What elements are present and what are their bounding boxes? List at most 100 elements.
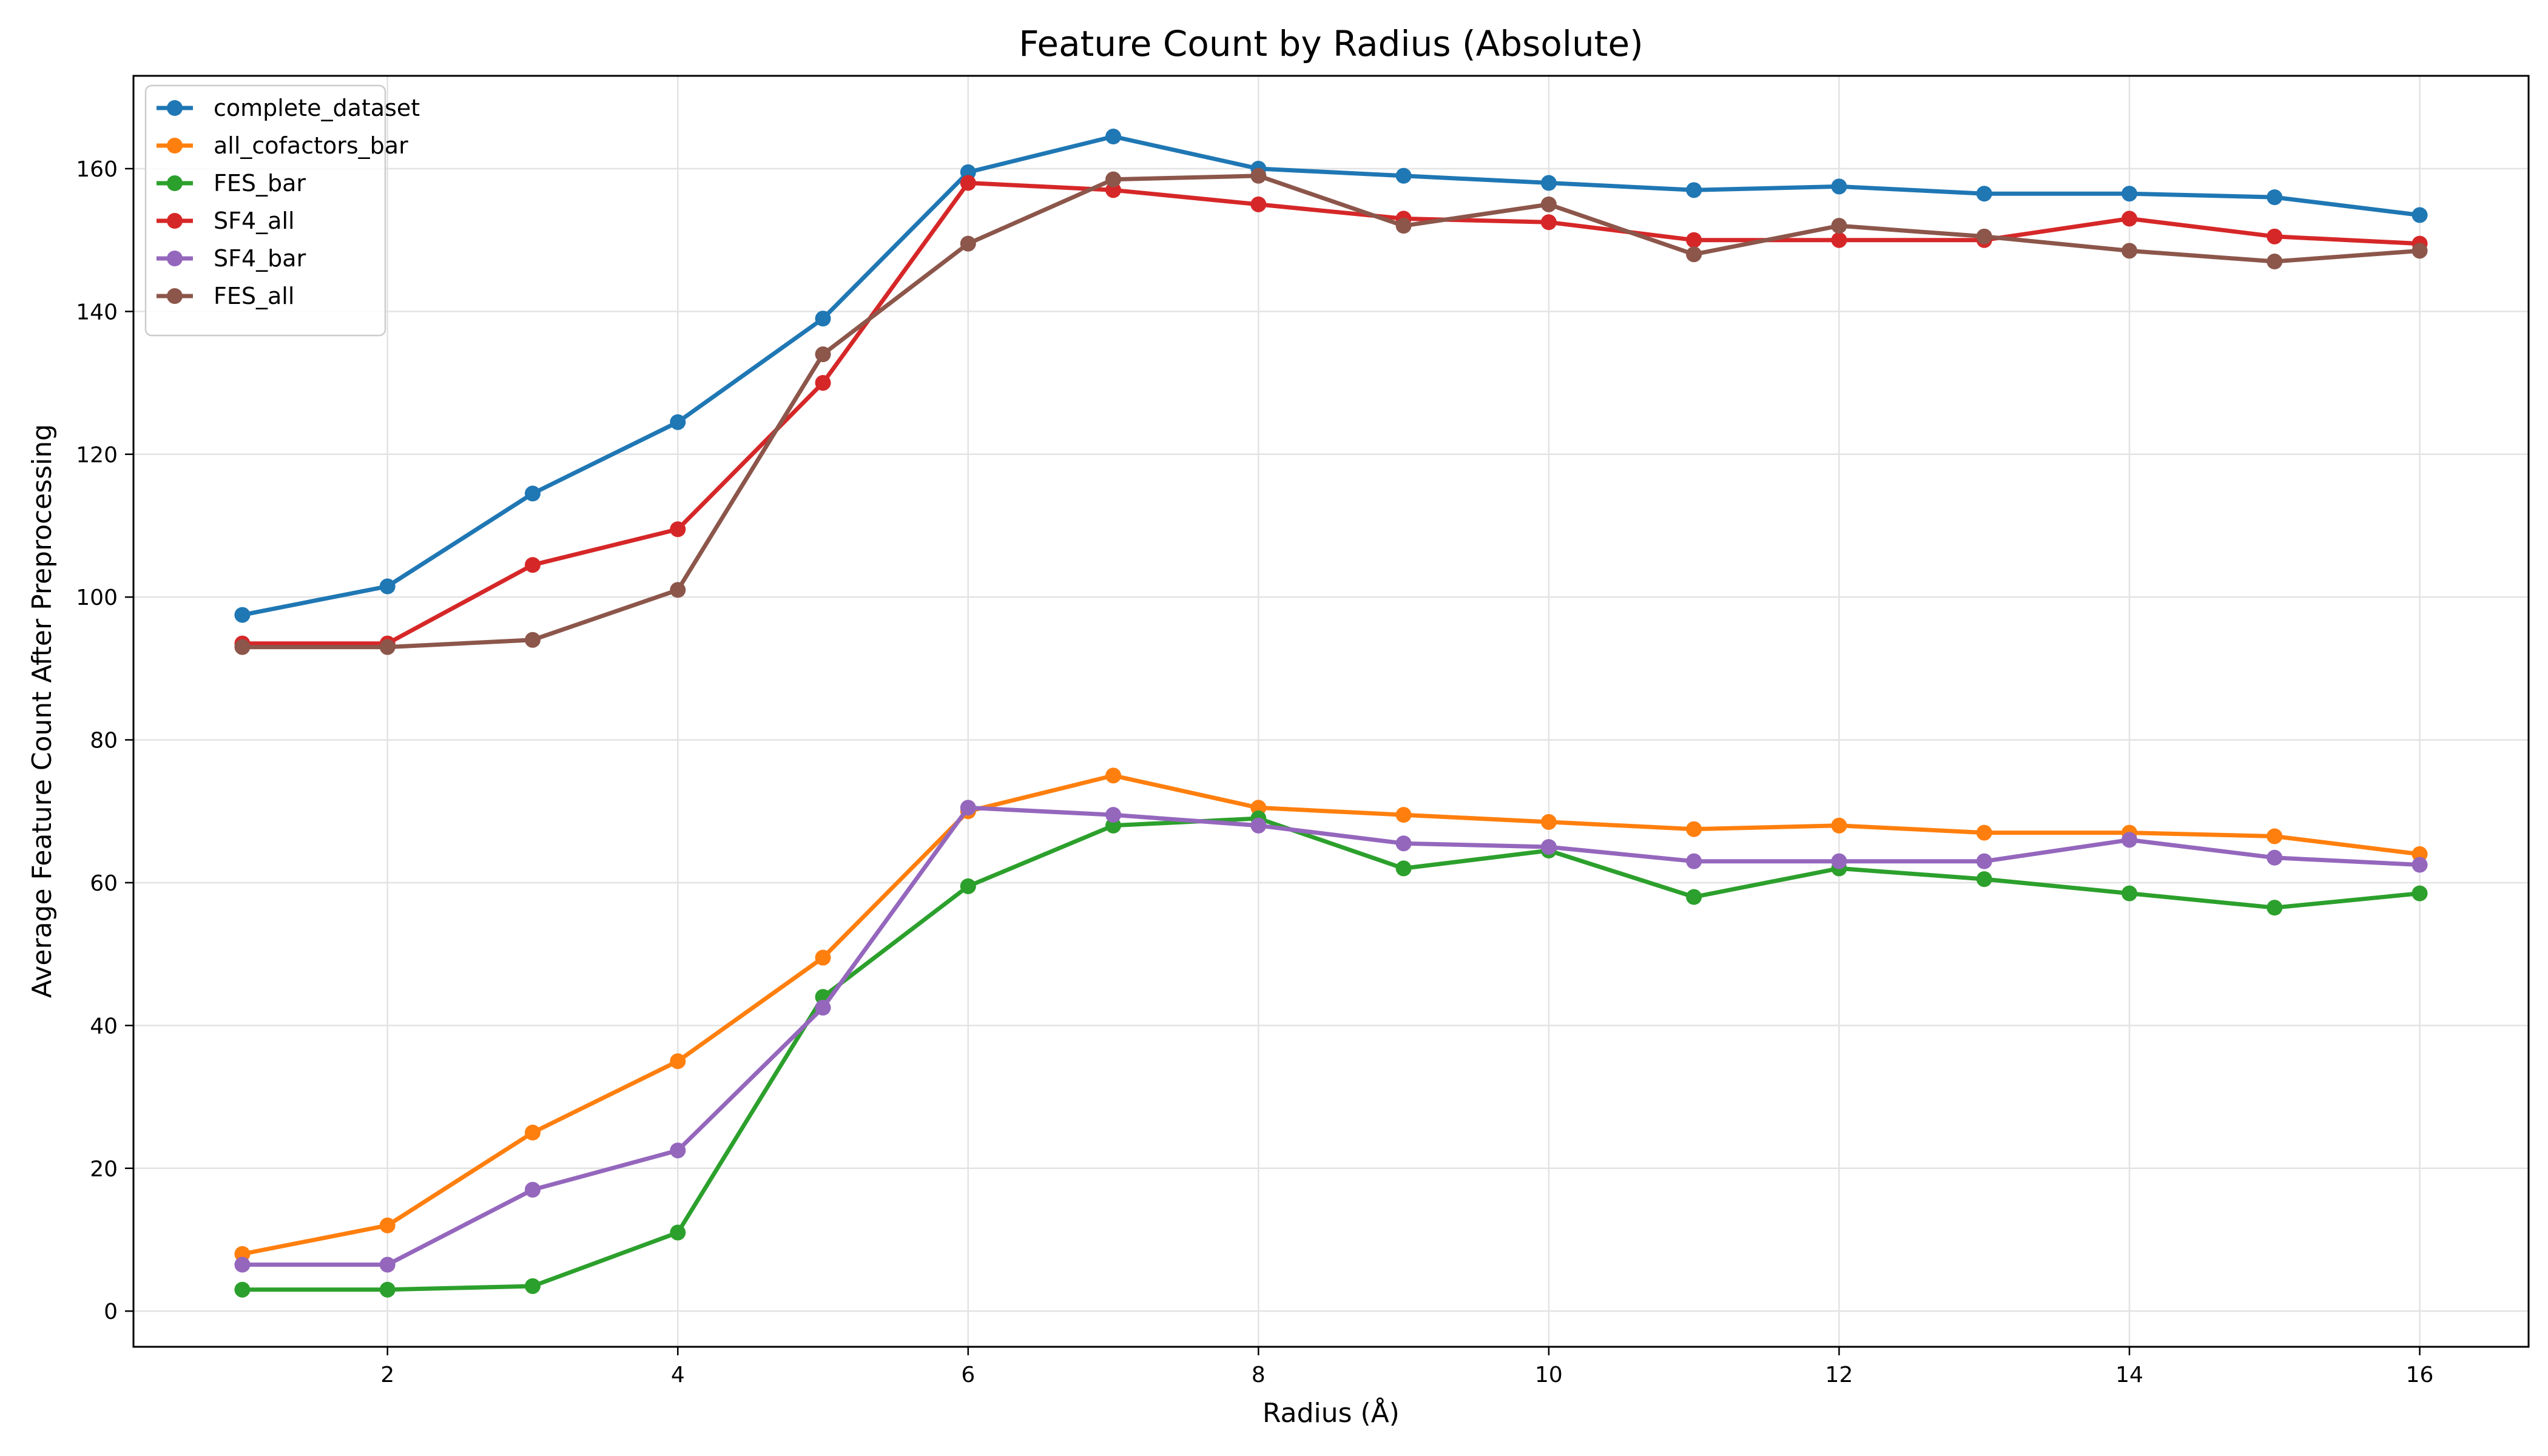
legend-item-FES_all[interactable]: FES_all (157, 283, 294, 309)
y-tick-label: 160 (76, 157, 118, 182)
series-FES_all (234, 167, 2428, 655)
data-point (379, 639, 396, 655)
series-line-all_cofactors_bar (240, 773, 2422, 1256)
y-axis-label: Average Feature Count After Preprocessin… (27, 424, 58, 998)
series-line-FES_bar (240, 816, 2422, 1292)
y-tick-label: 80 (90, 729, 118, 753)
series-complete_dataset (234, 129, 2428, 623)
data-point (234, 1256, 251, 1273)
data-point (379, 1256, 396, 1273)
data-point (1976, 186, 1992, 202)
data-point (1831, 178, 1847, 195)
y-tick-label: 20 (90, 1157, 118, 1182)
y-tick-label: 100 (76, 585, 118, 610)
data-point (2412, 857, 2428, 873)
data-point (960, 878, 976, 894)
x-tick-label: 12 (1825, 1363, 1853, 1387)
legend-item-complete_dataset[interactable]: complete_dataset (157, 95, 420, 121)
data-point (1686, 182, 1702, 198)
data-point (670, 1224, 686, 1241)
legend-item-SF4_bar[interactable]: SF4_bar (157, 245, 306, 272)
y-axis-ticks: 0 20 40 60 80 100 120 140 160 (76, 157, 133, 1324)
data-point (670, 1053, 686, 1070)
data-point (2412, 243, 2428, 259)
legend-item-SF4_all[interactable]: SF4_all (157, 207, 295, 234)
x-tick-label: 4 (671, 1363, 685, 1387)
x-tick-label: 8 (1252, 1363, 1266, 1387)
chart-title: Feature Count by Radius (Absolute) (1019, 23, 1643, 64)
data-point (1831, 218, 1847, 234)
data-point (960, 800, 976, 816)
legend-box (144, 84, 386, 337)
data-point (1686, 232, 1702, 248)
data-point (2267, 828, 2283, 844)
data-point (1686, 889, 1702, 905)
series-line-SF4_all (240, 181, 2422, 646)
data-point (670, 521, 686, 538)
data-point (1395, 807, 1412, 823)
series-line-FES_all (240, 174, 2422, 650)
legend-label: complete_dataset (214, 95, 420, 121)
data-point (234, 639, 251, 655)
legend-label: FES_bar (214, 170, 306, 197)
data-point (815, 999, 831, 1016)
series-lines (234, 129, 2428, 1298)
data-point (1395, 167, 1412, 184)
legend[interactable]: complete_dataset all_cofactors_bar FES_bar… (144, 84, 420, 337)
data-point (525, 557, 541, 573)
data-point (2122, 832, 2137, 848)
data-point (1686, 246, 1702, 263)
legend-label: FES_all (214, 283, 294, 309)
legend-item-FES_bar[interactable]: FES_bar (157, 170, 306, 197)
legend-marker (167, 288, 183, 304)
legend-label: SF4_all (214, 207, 295, 234)
y-tick-label: 120 (76, 443, 118, 468)
data-point (670, 1142, 686, 1159)
data-point (2412, 885, 2428, 902)
data-point (1831, 232, 1847, 248)
data-point (2122, 243, 2137, 259)
data-point (815, 311, 831, 327)
data-point (525, 1124, 541, 1141)
x-tick-label: 6 (961, 1363, 975, 1387)
data-point (1686, 821, 1702, 837)
data-point (2267, 849, 2283, 866)
data-point (1105, 129, 1122, 145)
data-point (2122, 186, 2137, 202)
data-point (1250, 196, 1267, 212)
data-point (1976, 871, 1992, 888)
data-point (234, 607, 251, 623)
data-point (1976, 824, 1992, 841)
x-axis-ticks: 2 4 6 8 10 12 14 16 (380, 1347, 2433, 1387)
series-line-complete_dataset (240, 134, 2422, 618)
data-point (1250, 817, 1267, 834)
data-point (1976, 228, 1992, 244)
data-point (815, 949, 831, 966)
x-tick-label: 16 (2406, 1363, 2434, 1387)
series-SF4_bar (234, 800, 2428, 1273)
data-point (2122, 885, 2137, 902)
data-point (1105, 807, 1122, 823)
data-point (2267, 189, 2283, 206)
data-point (1395, 835, 1412, 852)
data-point (1540, 839, 1557, 855)
series-all_cofactors_bar (234, 767, 2428, 1262)
legend-item-all_cofactors_bar[interactable]: all_cofactors_bar (157, 132, 408, 159)
legend-label: SF4_bar (214, 245, 306, 272)
data-point (670, 414, 686, 430)
x-tick-label: 14 (2115, 1363, 2143, 1387)
data-point (2412, 207, 2428, 223)
grid-lines (133, 76, 2529, 1347)
data-point (2267, 228, 2283, 244)
data-point (2122, 211, 2137, 227)
x-tick-label: 10 (1535, 1363, 1563, 1387)
data-point (234, 1281, 251, 1298)
data-point (379, 578, 396, 595)
data-point (379, 1281, 396, 1298)
data-point (1395, 218, 1412, 234)
data-point (1831, 817, 1847, 834)
data-point (525, 632, 541, 648)
y-tick-label: 140 (76, 300, 118, 325)
plot-area-frame (132, 75, 2530, 1348)
data-point (525, 1278, 541, 1294)
